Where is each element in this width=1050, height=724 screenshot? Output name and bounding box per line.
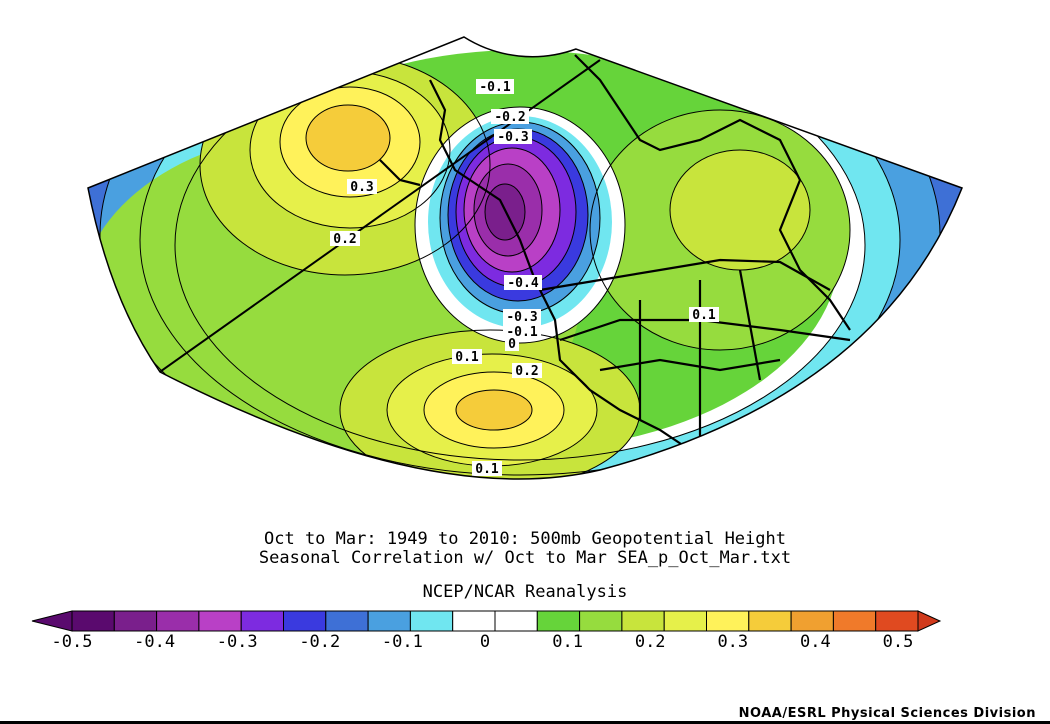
contour-label: -0.3 xyxy=(497,130,528,145)
contour-label-bg xyxy=(330,231,360,246)
contour-label: 0.3 xyxy=(350,180,373,195)
colorbar-tick-label: -0.4 xyxy=(134,632,176,652)
colorbar-tick-label: -0.1 xyxy=(381,632,423,652)
contour-label: 0.1 xyxy=(692,308,716,323)
colorbar-segment xyxy=(156,610,200,632)
contour-label: 0.1 xyxy=(455,350,479,365)
colorbar-segment xyxy=(240,610,284,632)
bottom-rule xyxy=(0,721,1050,724)
contour-label: -0.1 xyxy=(479,80,510,95)
colorbar xyxy=(31,610,942,632)
colorbar-segment xyxy=(706,610,750,632)
colorbar-tick-label: 0.1 xyxy=(552,632,583,652)
contour-label: -0.2 xyxy=(494,110,525,125)
colorbar-segment xyxy=(452,610,496,632)
colorbar-segment xyxy=(283,610,327,632)
caption-dataset: NCEP/NCAR Reanalysis xyxy=(422,582,628,602)
colorbar-tick-label: -0.3 xyxy=(216,632,258,652)
coastlines xyxy=(379,54,851,451)
colorbar-tick-label: 0.3 xyxy=(717,632,749,652)
contour-label-bg xyxy=(347,179,377,194)
colorbar-segment xyxy=(663,610,708,632)
colorbar-segment xyxy=(325,610,369,632)
colorbar-segment xyxy=(579,610,623,632)
contour-label-bg xyxy=(689,307,719,322)
contour-label-bg xyxy=(505,336,519,351)
contour-label-bg xyxy=(491,109,529,124)
colorbar-segment xyxy=(832,610,877,632)
contour-label-bg xyxy=(494,129,532,144)
colorbar-segment xyxy=(875,610,919,632)
colorbar-tick-label: -0.2 xyxy=(299,632,341,652)
colorbar-segment xyxy=(621,610,665,632)
colorbar-tick-label: 0.4 xyxy=(800,632,831,652)
colorbar-segment xyxy=(494,610,538,632)
credit-text: NOAA/ESRL Physical Sciences Division xyxy=(738,706,1036,721)
colorbar-segment xyxy=(748,610,792,632)
contour-label: -0.3 xyxy=(506,310,537,325)
colorbar-tick-label: 0.2 xyxy=(634,632,666,652)
colorbar-segment xyxy=(71,610,115,632)
contour-label-bg xyxy=(512,363,542,378)
contour-label-bg xyxy=(503,324,541,339)
contour-label-bg xyxy=(476,79,514,94)
contour-label: 0 xyxy=(508,337,516,352)
colorbar-tick-label: 0.5 xyxy=(882,632,914,652)
colorbar-segment xyxy=(367,610,411,632)
contour-label-bg xyxy=(504,275,542,290)
colorbar-tick-label: -0.5 xyxy=(51,632,93,652)
contour-label: 0.2 xyxy=(333,232,356,247)
contour-label: 0.2 xyxy=(515,364,538,379)
contour-label: -0.4 xyxy=(507,276,538,291)
colorbar-segment xyxy=(198,610,242,632)
colorbar-left-arrow xyxy=(31,610,73,632)
contour-label-bg xyxy=(452,349,482,364)
caption-subtitle: Seasonal Correlation w/ Oct to Mar SEA_p… xyxy=(258,548,792,568)
colorbar-tick-label: 0 xyxy=(479,632,491,652)
contour-label: 0.1 xyxy=(475,462,499,477)
colorbar-segment xyxy=(409,610,454,632)
colorbar-segment xyxy=(113,610,158,632)
colorbar-segment xyxy=(790,610,834,632)
colorbar-segment xyxy=(536,610,581,632)
contour-label-bg xyxy=(472,461,502,476)
colorbar-right-arrow xyxy=(917,610,942,632)
caption-title: Oct to Mar: 1949 to 2010: 500mb Geopoten… xyxy=(264,529,786,549)
contour-label-bg xyxy=(503,309,541,324)
